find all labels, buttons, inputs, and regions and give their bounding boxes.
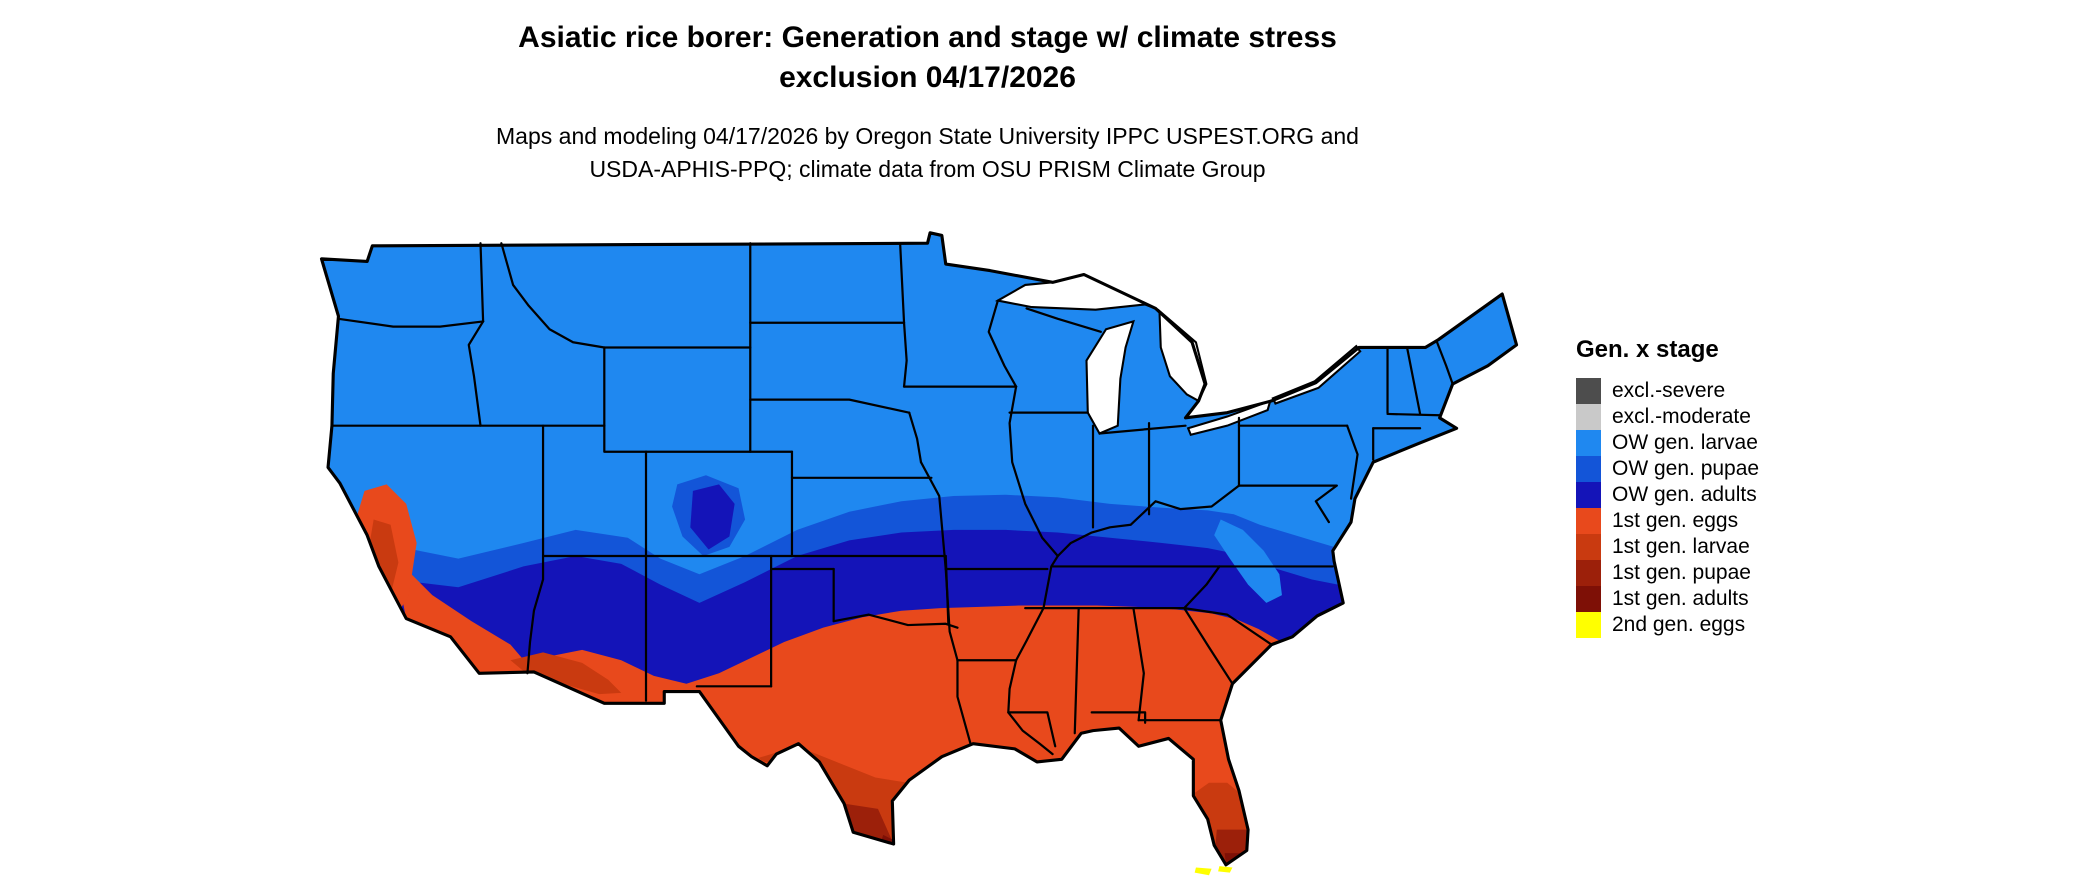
state-border-line: [1183, 565, 1221, 610]
state-border-line: [987, 299, 1018, 388]
florida-keys-2nd-gen-eggs: [1194, 866, 1233, 876]
rockies-adults-pocket: [690, 484, 735, 550]
legend-label: 2nd gen. eggs: [1612, 613, 1746, 636]
keys-speck: [1218, 866, 1233, 873]
state-borders: [330, 242, 1454, 756]
legend-label: OW gen. adults: [1612, 483, 1757, 506]
legend-label: 1st gen. eggs: [1612, 509, 1739, 532]
state-border-line: [902, 321, 908, 388]
state-border-line: [749, 398, 911, 414]
state-border-line: [908, 411, 923, 464]
keys-speck: [1194, 867, 1212, 876]
state-border-line: [1098, 424, 1187, 435]
us-map-svg: [319, 231, 1519, 876]
legend-swatch: [1576, 378, 1601, 404]
legend-label: 1st gen. larvae: [1612, 535, 1750, 558]
map-subtitle: Maps and modeling 04/17/2026 by Oregon S…: [0, 120, 1855, 186]
lake-erie: [1186, 399, 1272, 437]
legend-items: excl.-severe excl.-moderate OW gen. larv…: [1576, 378, 1836, 638]
state-border-line: [603, 424, 648, 453]
legend-item-1st-larvae: 1st gen. larvae: [1576, 534, 1836, 560]
legend-title: Gen. x stage: [1576, 336, 1719, 363]
texas-tip-pupae: [844, 803, 894, 845]
legend-label: OW gen. larvae: [1612, 431, 1758, 454]
state-border-line: [899, 242, 906, 324]
legend-item-ow-adults: OW gen. adults: [1576, 482, 1836, 508]
legend-swatch: [1576, 508, 1601, 534]
legend-item-ow-larvae: OW gen. larvae: [1576, 430, 1836, 456]
state-border-line: [1386, 412, 1441, 417]
map-title-line2: exclusion 04/17/2026: [779, 61, 1076, 94]
state-border-line: [944, 567, 959, 662]
state-border-line: [1025, 307, 1102, 333]
state-border-line: [1405, 346, 1422, 416]
state-border-line: [1132, 607, 1145, 722]
us-outline: [319, 231, 1519, 867]
legend-swatch: [1576, 586, 1601, 612]
legend-swatch: [1576, 404, 1601, 430]
state-border-line: [500, 242, 606, 349]
legend-label: 1st gen. pupae: [1612, 561, 1751, 584]
state-border-line: [1435, 341, 1454, 386]
state-border-line: [479, 242, 485, 323]
legend-swatch: [1576, 456, 1601, 482]
great-lakes: [994, 273, 1362, 437]
us-phenology-map: [315, 228, 1540, 884]
state-border-line: [1073, 607, 1080, 735]
legend-swatch: [1576, 430, 1601, 456]
state-border-line: [956, 659, 972, 745]
state-border-line: [467, 320, 485, 427]
state-border-line: [1183, 607, 1273, 646]
legend-item-1st-eggs: 1st gen. eggs: [1576, 508, 1836, 534]
legend-swatch: [1576, 612, 1601, 638]
state-border-line: [526, 554, 545, 675]
state-border-line: [1346, 424, 1359, 500]
legend-item-excl-moderate: excl.-moderate: [1576, 404, 1836, 430]
desert-sw-larvae: [510, 652, 622, 695]
legend-item-ow-pupae: OW gen. pupae: [1576, 456, 1836, 482]
appalachian-larvae-tongue: [1214, 519, 1282, 603]
map-title-line1: Asiatic rice borer: Generation and stage…: [518, 21, 1337, 54]
legend-label: excl.-moderate: [1612, 405, 1751, 428]
legend-swatch: [1576, 482, 1601, 508]
legend-item-1st-adults: 1st gen. adults: [1576, 586, 1836, 612]
legend-item-excl-severe: excl.-severe: [1576, 378, 1836, 404]
state-border-line: [337, 317, 485, 328]
map-header: Asiatic rice borer: Generation and stage…: [0, 18, 1855, 186]
state-border-line: [832, 613, 959, 629]
legend-item-1st-pupae: 1st gen. pupae: [1576, 560, 1836, 586]
florida-tip-pupae: [1215, 829, 1249, 865]
legend-item-2nd-eggs: 2nd gen. eggs: [1576, 612, 1836, 638]
lake-huron: [1158, 308, 1208, 403]
state-border-line: [919, 461, 947, 571]
state-border-line: [1314, 484, 1338, 524]
state-border-line: [1056, 484, 1241, 558]
legend-swatch: [1576, 560, 1601, 586]
legend: Gen. x stage excl.-severe excl.-moderate…: [1576, 336, 1836, 638]
state-border-line: [1007, 711, 1057, 748]
map-subtitle-line2: USDA-APHIS-PPQ; climate data from OSU PR…: [589, 156, 1266, 182]
state-border-line: [1183, 607, 1234, 685]
legend-label: 1st gen. adults: [1612, 587, 1749, 610]
legend-label: excl.-severe: [1612, 379, 1726, 402]
legend-swatch: [1576, 534, 1601, 560]
map-subtitle-line1: Maps and modeling 04/17/2026 by Oregon S…: [496, 123, 1359, 149]
california-coast-eggs: [367, 535, 534, 674]
legend-label: OW gen. pupae: [1612, 457, 1760, 480]
